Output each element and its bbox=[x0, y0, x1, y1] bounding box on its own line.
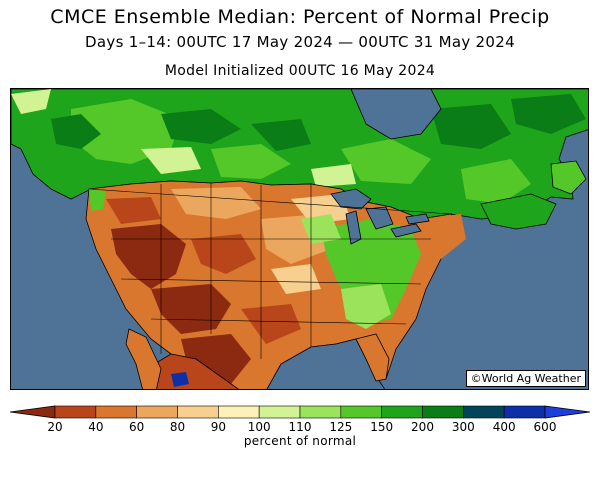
colorbar-tick-label: 100 bbox=[247, 420, 271, 434]
colorbar-tick-label: 200 bbox=[411, 420, 434, 434]
colorbar-tick-label: 125 bbox=[329, 420, 353, 434]
precip-map: ©World Ag Weather bbox=[10, 88, 589, 390]
colorbar-segment bbox=[503, 405, 546, 419]
gulf-of-mexico bbox=[266, 338, 386, 389]
colorbar bbox=[9, 405, 591, 419]
colorbar-tick-label: 20 bbox=[47, 420, 63, 434]
colorbar-tick-label: 40 bbox=[88, 420, 104, 434]
colorbar-tick-label: 110 bbox=[288, 420, 312, 434]
boundary-lines bbox=[88, 183, 452, 359]
us-medium-brown bbox=[106, 197, 301, 344]
map-canvas bbox=[11, 89, 588, 389]
colorbar-tick-label: 90 bbox=[210, 420, 226, 434]
mexico-blue-patch bbox=[171, 372, 189, 387]
canada-dark-green bbox=[51, 94, 586, 151]
eastern-us-green bbox=[321, 219, 421, 324]
colorbar-tick-label: 60 bbox=[129, 420, 145, 434]
colorbar-segment bbox=[177, 405, 219, 419]
colorbar-tick-label: 400 bbox=[492, 420, 516, 434]
model-init-time: Model Initialized 00UTC 16 May 2024 bbox=[164, 63, 436, 79]
colorbar-segment bbox=[218, 405, 260, 419]
newfoundland bbox=[550, 160, 587, 195]
atlantic-canada bbox=[480, 193, 557, 230]
colorbar-label: percent of normal bbox=[243, 434, 357, 448]
hudson-bay bbox=[350, 89, 442, 140]
baja-california bbox=[125, 328, 162, 389]
us-light-tan bbox=[171, 187, 391, 274]
eastern-us-light-green bbox=[301, 214, 391, 329]
colorbar-segment bbox=[95, 405, 137, 419]
colorbar-segment bbox=[340, 405, 382, 419]
northeast-brown bbox=[421, 214, 466, 259]
forecast-period: Days 1–14: 00UTC 17 May 2024 — 00UTC 31 … bbox=[85, 33, 515, 51]
colorbar-segment bbox=[136, 405, 178, 419]
west-coast-green bbox=[89, 189, 106, 211]
colorbar-segment bbox=[381, 405, 423, 419]
colorbar-tick-label: 600 bbox=[533, 420, 557, 434]
colorbar-segment bbox=[54, 405, 97, 419]
map-title: CMCE Ensemble Median: Percent of Normal … bbox=[50, 6, 550, 28]
canada-light-green bbox=[71, 99, 531, 204]
colorbar-segment bbox=[299, 405, 342, 419]
us-dark-brown bbox=[111, 224, 251, 384]
colorbar-segment bbox=[258, 405, 301, 419]
colorbar-arrow-left bbox=[9, 405, 56, 419]
colorbar-segment bbox=[422, 405, 464, 419]
colorbar-tick-label: 80 bbox=[169, 420, 186, 434]
florida bbox=[355, 333, 390, 382]
colorbar-arrow-right bbox=[544, 405, 591, 419]
colorbar-tick-label: 300 bbox=[451, 420, 475, 434]
colorbar-tick-label: 150 bbox=[370, 420, 394, 434]
map-credit: ©World Ag Weather bbox=[465, 370, 586, 387]
colorbar-segment bbox=[463, 405, 505, 419]
canada-yellow bbox=[11, 89, 356, 187]
